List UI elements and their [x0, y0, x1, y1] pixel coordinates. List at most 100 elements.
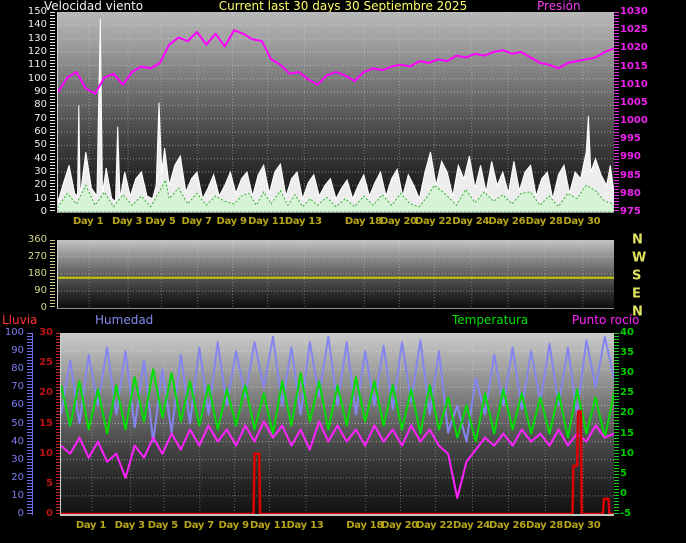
- axis-tick-label: 120: [27, 46, 47, 57]
- day-axis-label: Day 18: [344, 216, 382, 227]
- day-axis-label: Day 20: [381, 520, 418, 531]
- humidity-temp-dew-rain-plot: [60, 333, 614, 516]
- temperature-axis: -5 0 5 10 15 20 25 30 35 40: [620, 328, 656, 519]
- axis-tick-label: 1030: [620, 6, 648, 17]
- wind-direction-axis-ticks: [50, 240, 55, 309]
- wind-direction-axis: 0 90 180 270 360: [0, 235, 47, 313]
- axis-tick-label: 25: [39, 357, 53, 369]
- day-axis-label: Day 24: [452, 520, 490, 531]
- axis-tick-label: 15: [39, 417, 53, 429]
- humidity-temp-dew-rain-chart: [61, 333, 614, 514]
- rain-axis-ticks: [56, 333, 61, 515]
- wind-direction-plot: [57, 240, 614, 309]
- axis-tick-label: 70: [34, 112, 47, 124]
- axis-tick-label: 1010: [620, 78, 648, 90]
- day-axis-label: Day 9: [218, 520, 250, 531]
- day-axis-label: Day 9: [216, 216, 247, 227]
- axis-tick-label: 90: [34, 86, 47, 97]
- day-axis-label: Day 13: [286, 520, 324, 531]
- axis-tick-label: 50: [34, 139, 47, 151]
- day-axis-label: Day 22: [415, 520, 453, 531]
- compass-label: N: [632, 232, 643, 248]
- day-axis-label: Day 30: [563, 520, 601, 531]
- axis-tick-label: 90: [11, 345, 24, 357]
- axis-tick-label: 20: [620, 407, 634, 419]
- axis-tick-label: 0: [46, 508, 53, 519]
- day-axis-label: Day 7: [181, 216, 212, 227]
- axis-tick-label: 60: [11, 399, 24, 411]
- bottom-panel-legend: Lluvia Humedad Temperatura Punto rocío: [0, 314, 686, 328]
- day-axis-label: Day 1: [73, 216, 104, 227]
- axis-tick-label: 0: [40, 302, 47, 313]
- humidity-axis-ticks: [27, 333, 33, 515]
- day-axis-label: Day 30: [563, 216, 601, 227]
- day-axis-label: Day 26: [488, 520, 526, 531]
- axis-tick-label: 10: [620, 447, 634, 459]
- wind-pressure-chart: [58, 12, 614, 212]
- axis-tick-label: 270: [27, 251, 47, 262]
- day-axis-label: Day 11: [248, 216, 286, 227]
- axis-tick-label: 30: [11, 453, 24, 465]
- compass-label: S: [632, 268, 642, 284]
- wind-speed-axis: 0 10 20 30 40 50 60 70 80 90 100 110 120 130 140 150: [0, 7, 47, 217]
- compass-label: E: [632, 286, 641, 302]
- axis-tick-label: 80: [34, 99, 47, 111]
- axis-tick-label: 20: [39, 387, 53, 399]
- axis-tick-label: 25: [620, 387, 634, 399]
- day-axis-label: Day 20: [379, 216, 417, 227]
- axis-tick-label: 10: [11, 489, 24, 501]
- humidity-axis: 0 10 20 30 40 50 60 70 80 90 100: [0, 328, 24, 519]
- axis-tick-label: 140: [27, 19, 47, 31]
- axis-tick-label: 5: [46, 477, 53, 489]
- day-axis-label: Day 3: [114, 520, 146, 531]
- axis-tick-label: 40: [11, 435, 24, 447]
- axis-tick-label: -5: [620, 508, 632, 519]
- day-axis-label: Day 5: [147, 520, 179, 531]
- top-day-axis: Day 1 Day 3 Day 5 Day 7 Day 9 Day 11 Day 13 Day…: [57, 214, 613, 230]
- axis-tick-label: 975: [620, 206, 641, 217]
- pressure-panel-title: Presión: [537, 0, 581, 13]
- axis-tick-label: 50: [11, 417, 24, 429]
- day-axis-label: Day 7: [183, 520, 215, 531]
- day-axis-label: Day 1: [75, 520, 107, 531]
- axis-tick-label: 40: [620, 327, 634, 338]
- axis-tick-label: 1015: [620, 60, 648, 72]
- rain-axis: 0 5 10 15 20 25 30: [30, 328, 53, 519]
- wind-pressure-plot: [57, 12, 614, 213]
- axis-tick-label: 980: [620, 187, 641, 199]
- axis-tick-label: 1000: [620, 115, 648, 127]
- axis-tick-label: 180: [27, 268, 47, 279]
- axis-tick-label: 100: [4, 327, 24, 338]
- day-axis-label: Day 28: [525, 216, 563, 227]
- axis-tick-label: 30: [620, 367, 634, 379]
- axis-tick-label: 10: [39, 447, 53, 459]
- compass-label: N: [632, 304, 643, 320]
- axis-tick-label: 0: [17, 508, 24, 519]
- day-axis-label: Day 28: [525, 520, 563, 531]
- day-axis-label: Day 3: [111, 216, 143, 227]
- axis-tick-label: 20: [34, 179, 47, 191]
- temperature-label: Temperatura: [452, 313, 529, 327]
- day-axis-label: Day 22: [414, 216, 452, 227]
- axis-tick-label: 1005: [620, 96, 648, 108]
- dew-point-label: Punto rocío: [572, 313, 640, 327]
- axis-tick-label: 15: [620, 427, 634, 439]
- axis-tick-label: 985: [620, 169, 641, 181]
- axis-tick-label: 360: [27, 234, 47, 245]
- axis-tick-label: 80: [11, 363, 24, 375]
- wind-axis-ticks: [50, 12, 55, 213]
- temperature-axis-ticks: [614, 333, 619, 515]
- axis-tick-label: 60: [34, 126, 47, 137]
- day-axis-label: Day 5: [145, 216, 176, 227]
- axis-tick-label: 0: [620, 487, 627, 499]
- day-axis-label: Day 18: [346, 520, 384, 531]
- axis-tick-label: 0: [40, 206, 47, 217]
- pressure-axis: 975 980 985 990 995 1000 1005 1010 1015 1020 1025 1…: [620, 7, 662, 217]
- wind-direction-chart: [58, 240, 614, 308]
- axis-tick-label: 990: [620, 151, 641, 163]
- axis-tick-label: 20: [11, 471, 24, 483]
- rain-label: Lluvia: [2, 313, 38, 327]
- axis-tick-label: 40: [34, 152, 47, 164]
